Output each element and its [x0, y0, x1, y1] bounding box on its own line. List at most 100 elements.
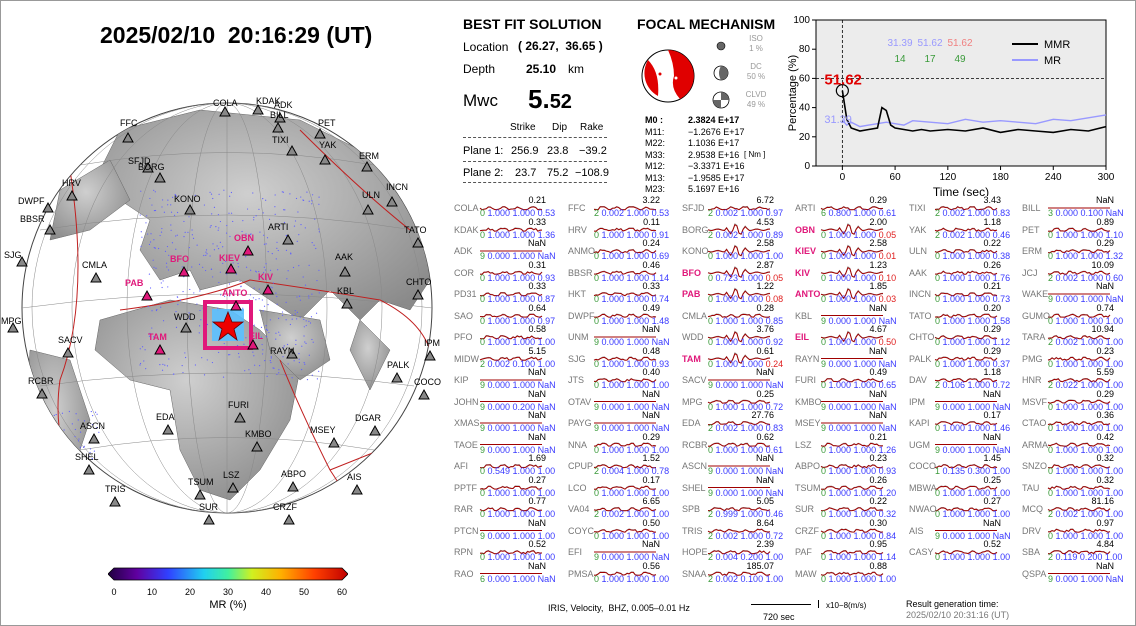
mr-dot [262, 212, 264, 214]
waveform-meta: 0 1.000 1.000 1.10 [1048, 230, 1123, 240]
waveform-synthetic [934, 335, 998, 340]
waveform-meta-value: 0.549 [487, 466, 513, 476]
waveform-peak: 0.29 [1096, 388, 1114, 399]
waveform-grid [479, 205, 1111, 576]
mr-dot [44, 471, 46, 473]
mr-dot [92, 489, 94, 491]
mr-dot [217, 214, 220, 216]
mr-dot [193, 292, 195, 294]
station-name: AFI [454, 461, 469, 471]
waveform-meta-value: 0.000 [601, 552, 627, 562]
waveform-meta-value: 0 [935, 251, 943, 261]
mr-dot [218, 227, 220, 229]
waveform-meta: 0 1.000 1.000 1.58 [935, 316, 1010, 326]
waveform-meta-value: 1.000 [626, 552, 652, 562]
waveform-meta-value: 1.000 [512, 208, 538, 218]
waveform-meta-value: 0.002 [487, 358, 513, 369]
waveform-peak: NaN [527, 367, 546, 377]
waveform-meta-value: 1.000 [626, 509, 652, 519]
mr-dot [59, 432, 62, 434]
waveform-meta: 0 1.000 1.000 0.37 [935, 359, 1010, 369]
waveform-meta-value: 1.000 [828, 229, 854, 240]
station-name: TRIS [682, 525, 703, 536]
waveform-meta: 0 1.000 1.000 0.84 [821, 531, 896, 541]
waveform-peak: NaN [982, 431, 1001, 442]
mr-dot [298, 295, 301, 297]
waveform-peak: 0.33 [528, 281, 546, 291]
waveform-peak: NaN [982, 388, 1001, 399]
waveform-meta-value: 1.000 [512, 444, 538, 455]
mr-dot [265, 336, 268, 338]
waveform-meta-value: 1.000 [626, 401, 652, 412]
mw-label: Mwc [463, 91, 498, 110]
waveform-meta: 9 0.000 1.000 NaN [708, 466, 784, 476]
waveform-peak: 0.62 [756, 431, 774, 442]
iso-ball-icon [716, 41, 726, 51]
mr-dot [235, 273, 238, 275]
waveform-meta-value: NaN [651, 401, 670, 412]
station-name: PAYG [568, 418, 592, 428]
waveform-synthetic [820, 245, 884, 257]
mr-dot [82, 446, 85, 449]
station-label: SACV [58, 335, 83, 345]
mr-dot [217, 307, 219, 309]
waveform-meta-value: 2 [1048, 337, 1056, 347]
waveform-meta: 0 1.000 1.000 1.00 [594, 445, 669, 455]
mr-dot [175, 195, 177, 197]
mr-dot [238, 356, 240, 358]
waveform-meta-value: 0 [821, 251, 829, 261]
mr-dot [301, 345, 303, 347]
legend-value-top: 31.39 [887, 38, 912, 49]
moment-value: 1.1036 E+17 [688, 138, 740, 148]
x-tick-label: 0 [840, 172, 846, 183]
mr-dot [196, 244, 198, 246]
mr-dot [219, 220, 222, 223]
mr-dot [60, 466, 62, 468]
waveform-meta: 0 1.000 1.000 0.61 [708, 445, 783, 455]
waveform-meta-value: 1.000 [853, 358, 879, 369]
mr-dot [89, 515, 90, 516]
waveform-meta-value: 1.000 [1055, 358, 1081, 369]
station-triangle-icon [154, 343, 166, 355]
mr-dot [161, 199, 164, 201]
station-label: PET [318, 118, 336, 128]
mr-dot [39, 433, 42, 435]
waveform-peak: 1.18 [983, 367, 1001, 377]
mr-dot [274, 213, 276, 215]
mr-dot [183, 220, 185, 223]
waveform-meta: 2 0.002 1.000 0.72 [708, 531, 783, 541]
waveform-meta-value: 1.00 [537, 509, 556, 519]
mr-dot [213, 206, 216, 208]
waveform-peak: 0.33 [642, 281, 660, 291]
plane2-row: Plane 2: 23.7 75.2 −108.9 [463, 167, 613, 179]
waveform-meta-value: 1.000 [853, 487, 879, 498]
waveform-meta: 9 0.000 1.000 NaN [480, 380, 556, 390]
dc-label: DC [750, 62, 762, 71]
waveform-meta-value: 1.000 [853, 573, 879, 584]
mr-dot [41, 482, 44, 485]
dc-value: 50 % [746, 72, 766, 81]
waveform-meta-value: 1.000 [853, 315, 879, 326]
mr-dot [275, 338, 277, 340]
waveform-peak: 0.29 [1096, 238, 1114, 248]
waveform-meta-value: 2 [708, 229, 716, 240]
waveform-meta-value: 1.000 [1080, 294, 1106, 304]
waveform-meta-value: 9 [480, 530, 488, 541]
moment-name: M33: [645, 149, 666, 160]
mr-dot [229, 195, 231, 197]
waveform-meta-value: 0.000 [828, 423, 854, 433]
waveform-meta-value: 0 [935, 487, 943, 498]
mr-dot [258, 208, 260, 211]
station-triangle-icon [274, 111, 286, 123]
waveform-meta-value: NaN [1105, 294, 1124, 304]
waveform-meta-value: 0.022 [1055, 380, 1081, 390]
waveform-meta-value: NaN [878, 358, 897, 369]
station-name: TIXI [909, 203, 926, 213]
waveform-meta-value: 1.000 [967, 272, 993, 283]
waveform-meta-value: 2 [708, 423, 716, 433]
waveform-meta-value: 0 [480, 272, 488, 283]
waveform-synthetic [820, 223, 884, 235]
mr-dot [228, 295, 231, 297]
waveform-meta-value: 1.000 [967, 229, 993, 240]
